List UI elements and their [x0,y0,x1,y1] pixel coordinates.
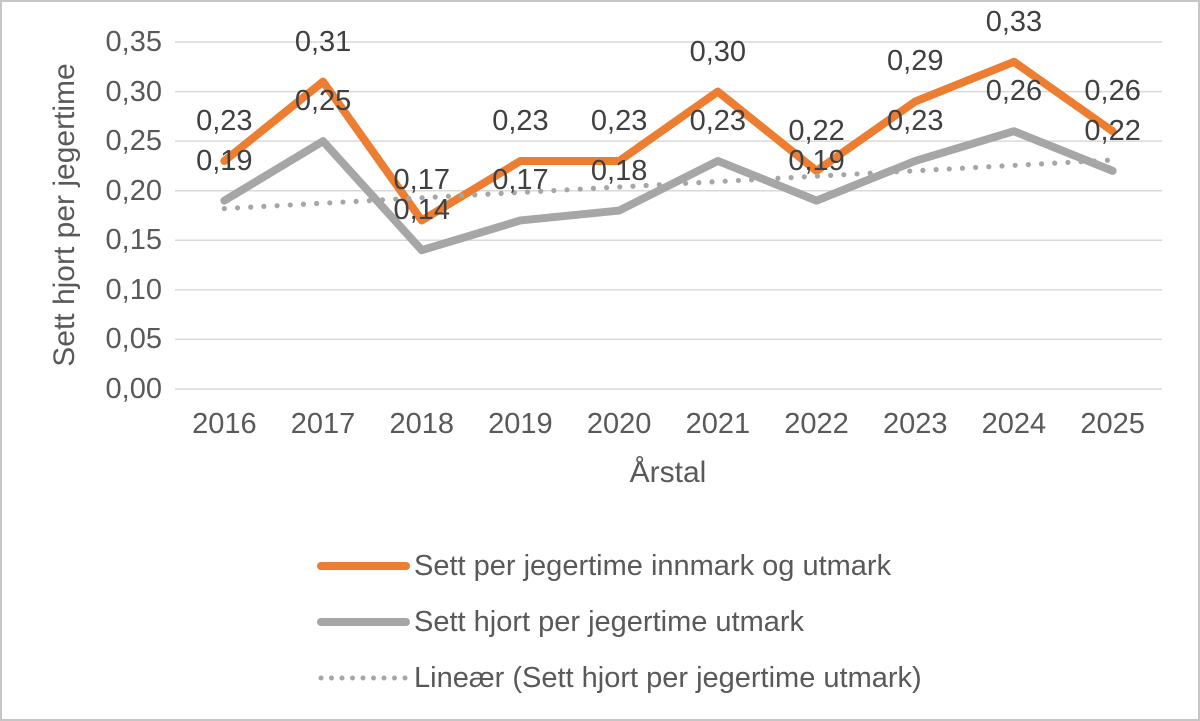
trendline-series [221,157,1116,212]
data-label: 0,26 [985,75,1043,108]
x-tick-label: 2022 [784,408,849,440]
data-label: 0,29 [887,45,944,78]
y-tick-label: 0,15 [105,224,162,257]
y-tick-label: 0,35 [105,26,162,58]
data-label: 0,14 [393,194,450,227]
data-label: 0,31 [294,25,352,58]
x-tick-label: 2018 [389,408,454,440]
line-series [220,127,1117,255]
data-label: 0,18 [590,154,648,187]
data-label: 0,23 [887,104,944,137]
x-tick-label: 2017 [290,408,356,440]
data-label: 0,22 [788,114,845,147]
line-series [220,57,1117,225]
data-label: 0,33 [985,5,1043,38]
legend-item: Sett hjort per jegertime utmark [317,605,805,638]
data-label: 0,23 [689,104,747,137]
x-axis-title: Årstal [629,456,707,489]
data-label: 0,30 [689,35,747,68]
x-tick-label: 2019 [488,408,553,440]
data-label: 0,22 [1084,114,1141,147]
y-tick-label: 0,05 [105,323,162,356]
data-label: 0,23 [196,104,253,137]
x-tick-label: 2023 [882,408,948,440]
x-tick-label: 2020 [586,408,652,440]
x-tick-label: 2025 [1080,408,1145,440]
legend-label: Sett per jegertime innmark og utmark [414,549,892,582]
y-axis-title: Sett hjort per jegertime [48,63,81,367]
data-label: 0,19 [196,144,253,177]
y-tick-label: 0,00 [105,373,162,405]
data-label: 0,17 [393,164,450,197]
x-tick-label: 2021 [685,408,751,440]
data-label: 0,17 [492,164,549,197]
legend-item: Lineær (Sett hjort per jegertime utmark) [317,661,922,694]
line-swatch-icon [317,618,410,626]
y-tick-label: 0,25 [105,125,162,158]
legend-label: Sett hjort per jegertime utmark [414,605,805,638]
y-tick-label: 0,30 [105,75,162,108]
y-tick-label: 0,10 [105,273,162,306]
legend-item: Sett per jegertime innmark og utmark [317,549,892,582]
legend-label: Lineær (Sett hjort per jegertime utmark) [414,661,922,694]
x-tick-label: 2024 [981,408,1047,440]
y-tick-label: 0,20 [105,174,162,207]
data-label: 0,23 [590,104,648,137]
data-label: 0,23 [492,104,549,137]
dotted-line-swatch-icon [318,675,409,681]
data-label: 0,19 [788,144,845,177]
data-label: 0,25 [294,85,352,118]
x-tick-label: 2016 [192,408,257,440]
line-swatch-icon [317,562,410,570]
data-label: 0,26 [1084,75,1141,108]
